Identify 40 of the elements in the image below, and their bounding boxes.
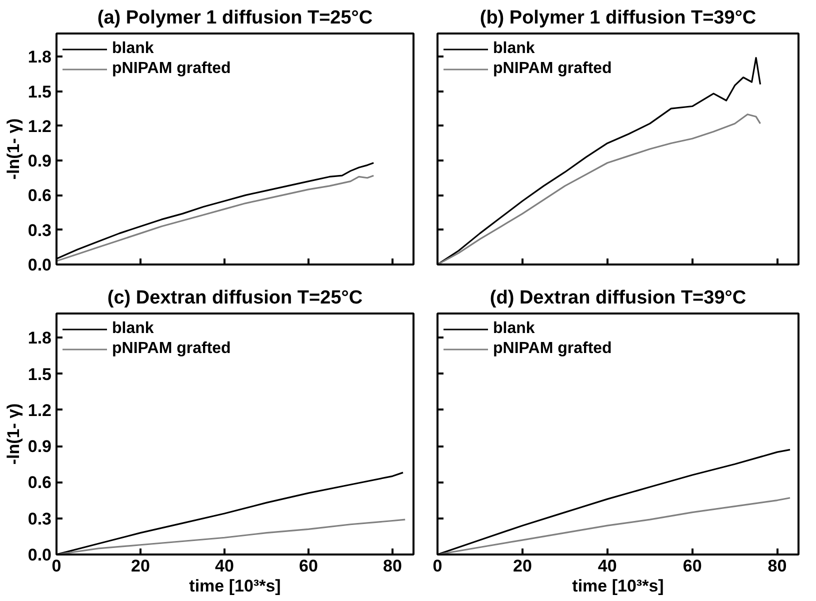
x-tick-label: 80 xyxy=(383,556,402,576)
legend-label: pNIPAM grafted xyxy=(112,60,231,78)
legend-label: pNIPAM grafted xyxy=(493,60,612,78)
y-axis-title: -ln(1- γ) xyxy=(4,403,23,465)
x-tick-label: 0 xyxy=(432,556,442,576)
y-tick-label: 1.2 xyxy=(28,116,52,136)
legend-label: blank xyxy=(493,40,535,58)
y-tick-label: 0.0 xyxy=(28,546,52,564)
y-tick-label: 1.2 xyxy=(28,400,52,420)
legend-label: blank xyxy=(493,320,535,338)
legend-label: pNIPAM grafted xyxy=(112,340,231,358)
y-tick-label: 1.5 xyxy=(28,364,52,384)
y-tick-label: 0.3 xyxy=(28,509,52,528)
x-tick-label: 40 xyxy=(215,556,234,576)
x-tick-label: 60 xyxy=(682,556,702,576)
x-tick-label: 40 xyxy=(598,556,617,576)
legend-label: pNIPAM grafted xyxy=(493,340,612,358)
x-tick-label: 20 xyxy=(131,556,150,576)
legend-label: blank xyxy=(112,320,154,338)
chart-title: (b) Polymer 1 diffusion T=39°C xyxy=(480,8,756,28)
y-tick-label: 0.3 xyxy=(28,220,52,240)
legend-label: blank xyxy=(112,40,154,58)
y-tick-label: 1.5 xyxy=(28,82,52,102)
x-axis-title: time [10³*s] xyxy=(572,576,664,596)
y-axis-title: -ln(1- γ) xyxy=(4,118,23,180)
y-tick-label: 0.6 xyxy=(28,473,52,492)
y-tick-label: 0.0 xyxy=(28,256,52,274)
chart-title: (d) Dextran diffusion T=39°C xyxy=(490,288,746,308)
y-tick-label: 0.9 xyxy=(28,152,52,171)
x-tick-label: 80 xyxy=(768,556,787,576)
x-tick-label: 0 xyxy=(52,556,62,576)
y-tick-label: 1.8 xyxy=(28,328,52,348)
x-tick-label: 20 xyxy=(512,556,532,576)
y-tick-label: 1.8 xyxy=(28,48,52,67)
x-tick-label: 60 xyxy=(299,556,318,576)
x-axis-title: time [10³*s] xyxy=(189,576,281,596)
chart-title: (a) Polymer 1 diffusion T=25°C xyxy=(97,8,373,28)
y-tick-label: 0.6 xyxy=(28,186,52,206)
y-tick-label: 0.9 xyxy=(28,437,52,456)
chart-title: (c) Dextran diffusion T=25°C xyxy=(107,288,363,308)
